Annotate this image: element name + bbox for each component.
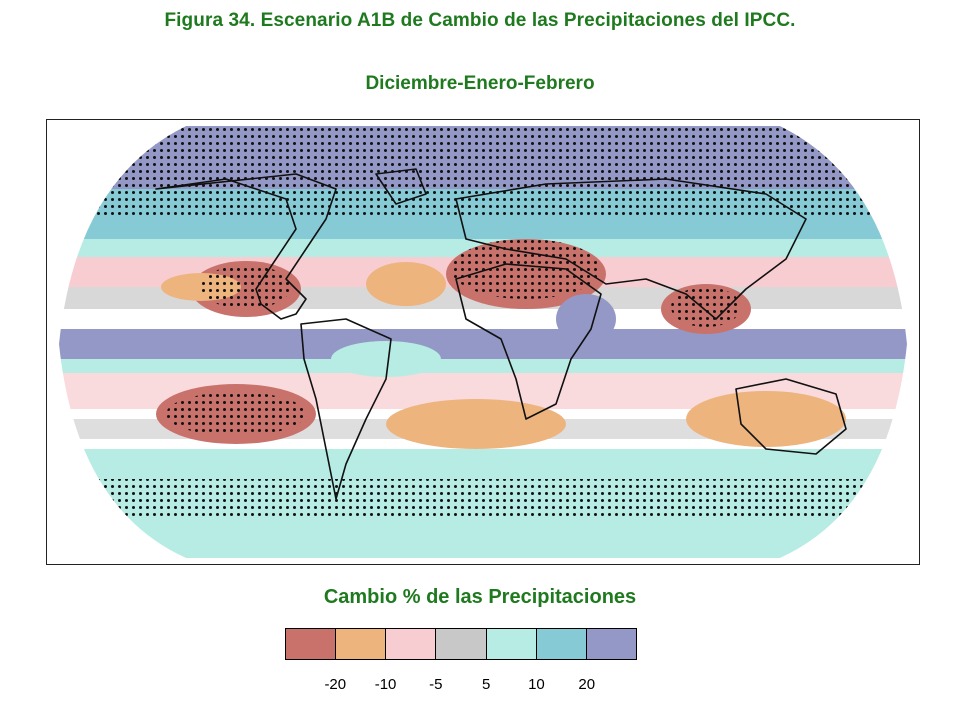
band-equatorial [58, 329, 908, 359]
legend-swatch [586, 629, 636, 659]
legend-tick: -20 [324, 676, 347, 693]
legend-tick: 5 [481, 676, 491, 693]
stipple-southern-ocean [58, 479, 908, 519]
anomaly-south-america [331, 341, 441, 377]
south-america-outline [300, 318, 392, 500]
legend-swatch [336, 629, 387, 659]
coastlines [155, 168, 847, 500]
stipple-caribbean [201, 265, 291, 309]
legend-tick: -10 [374, 676, 397, 693]
precipitation-change-map [46, 119, 920, 565]
map-svg [46, 119, 920, 565]
legend-tick: 20 [578, 676, 596, 693]
stipple-sahara [451, 239, 601, 299]
globe-edge [56, 124, 910, 560]
legend-swatch [436, 629, 487, 659]
stipple-southeast-pacific [166, 392, 306, 436]
greenland-outline [375, 168, 427, 205]
australia-outline [735, 378, 847, 455]
anomaly-east-africa [556, 294, 616, 344]
season-subtitle: Diciembre-Enero-Febrero [365, 73, 595, 94]
legend-tick-labels: -20 -10 -5 5 10 20 [0, 676, 960, 696]
color-legend [285, 628, 637, 660]
legend-swatch [536, 629, 587, 659]
anomaly-south-atlantic [386, 399, 566, 449]
legend-swatch [286, 629, 337, 659]
band-south-tropics [58, 359, 908, 373]
africa-outline [455, 263, 602, 420]
legend-tick: 10 [528, 676, 545, 693]
figure-title: Figura 34. Escenario A1B de Cambio de la… [164, 10, 796, 31]
legend-swatch [486, 629, 537, 659]
north-america-outline [155, 173, 337, 320]
legend-swatch [386, 629, 437, 659]
stipple-arctic [58, 125, 908, 219]
legend-tick: -5 [429, 676, 443, 693]
legend-title: Cambio % de las Precipitaciones [323, 586, 637, 608]
anomaly-australia [686, 391, 846, 447]
anomaly-north-atlantic [366, 262, 446, 306]
eurasia-outline [455, 178, 807, 320]
